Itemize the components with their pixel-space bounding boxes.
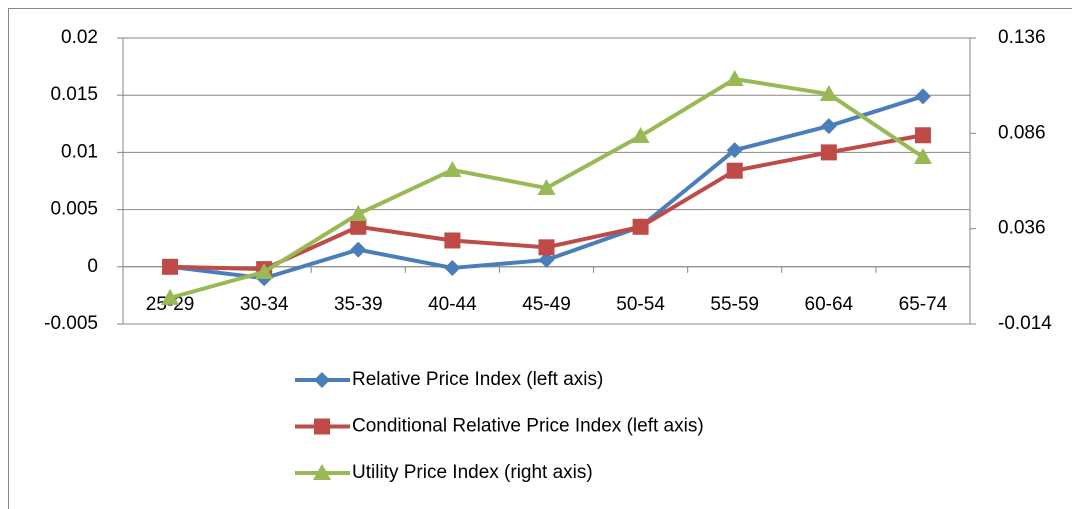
y2-tick-label: -0.014 <box>998 313 1052 334</box>
x-tick-label: 40-44 <box>428 294 477 315</box>
data-point <box>726 162 743 179</box>
y-tick-label: 0.01 <box>61 141 98 162</box>
data-point <box>538 251 555 268</box>
x-tick-label: 45-49 <box>522 294 571 315</box>
legend-marker <box>314 418 330 435</box>
data-point <box>350 241 367 258</box>
data-point <box>726 142 743 159</box>
data-point <box>161 288 180 305</box>
data-point <box>538 239 555 256</box>
data-point <box>631 127 650 144</box>
data-point <box>443 160 462 177</box>
data-point <box>819 85 838 102</box>
legend-marker <box>314 372 330 388</box>
y2-tick-label: 0.036 <box>998 218 1046 239</box>
data-point <box>913 147 932 164</box>
legend-label: Utility Price Index (right axis) <box>352 462 593 483</box>
data-point <box>914 88 931 105</box>
y-tick-label: -0.005 <box>44 313 98 334</box>
data-point <box>162 258 179 275</box>
data-point <box>632 218 649 235</box>
x-tick-label: 55-59 <box>710 294 759 315</box>
y2-tick-label: 0.086 <box>998 122 1046 143</box>
x-tick-label: 50-54 <box>616 294 665 315</box>
data-point <box>537 179 556 196</box>
y-tick-label: 0.015 <box>50 84 98 105</box>
legend-label: Conditional Relative Price Index (left a… <box>352 416 704 437</box>
legend-marker <box>313 464 331 480</box>
x-tick-label: 60-64 <box>805 294 854 315</box>
y-tick-label: 0 <box>87 256 98 277</box>
y2-tick-label: 0.136 <box>998 27 1046 48</box>
data-point <box>349 204 368 221</box>
data-point <box>255 262 274 279</box>
data-point <box>350 218 367 235</box>
data-point <box>820 118 837 135</box>
data-point <box>444 232 461 249</box>
data-point <box>444 259 461 276</box>
data-point <box>725 69 744 86</box>
data-point <box>820 144 837 161</box>
x-tick-label: 65-74 <box>899 294 948 315</box>
y-tick-label: 0.005 <box>50 199 98 220</box>
legend-label: Relative Price Index (left axis) <box>352 369 603 390</box>
x-tick-label: 30-34 <box>240 294 289 315</box>
data-point <box>914 127 931 144</box>
x-tick-label: 35-39 <box>334 294 383 315</box>
y-tick-label: 0.02 <box>61 27 98 48</box>
